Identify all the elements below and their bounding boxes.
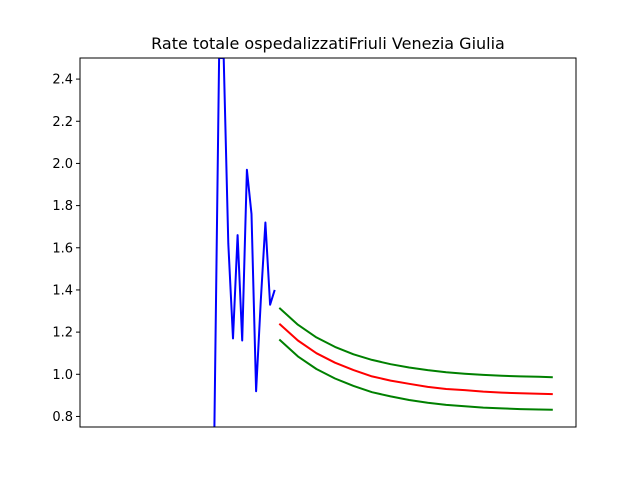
- y-tick-label: 1.8: [52, 199, 73, 214]
- series-line-2: [278, 307, 553, 379]
- y-tick-label: 0.8: [52, 410, 73, 425]
- y-tick-label: 1.0: [52, 368, 73, 383]
- series-line-3: [278, 338, 553, 411]
- y-tick-label: 1.6: [52, 241, 73, 256]
- y-tick-label: 2.4: [52, 73, 73, 88]
- series-line-1: [278, 322, 553, 396]
- chart-title: Rate totale ospedalizzatiFriuli Venezia …: [151, 34, 505, 53]
- y-tick-label: 2.2: [52, 115, 73, 130]
- plot-frame: [79, 57, 577, 428]
- y-axis: 0.8 1.0 1.2 1.4 1.6 1.8 2.0 2.2 2.4: [52, 73, 80, 425]
- y-tick-label: 1.4: [52, 283, 73, 298]
- series-line-0: [213, 58, 276, 427]
- series-layer: [213, 58, 553, 427]
- y-tick-label: 1.2: [52, 326, 73, 341]
- y-tick-label: 2.0: [52, 157, 73, 172]
